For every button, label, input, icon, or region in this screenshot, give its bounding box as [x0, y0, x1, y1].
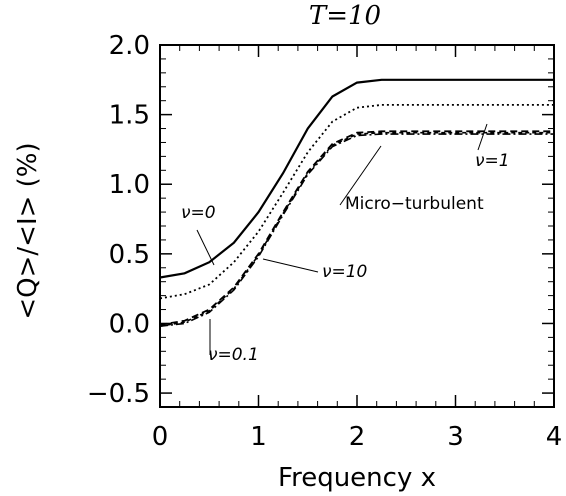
- y-tick-label: 0.5: [109, 240, 150, 270]
- nu1-leader: [477, 123, 488, 151]
- y-tick-label: 1.0: [109, 170, 150, 200]
- x-tick-label: 3: [447, 422, 464, 452]
- series-lines: [159, 78, 554, 327]
- x-axis-title: Frequency x: [278, 463, 436, 493]
- annotation-nu10: ν=10: [322, 262, 367, 282]
- y-tick-label: −0.5: [87, 379, 150, 409]
- series-line-micro-turbulent: [159, 131, 554, 327]
- series-line--0-1: [159, 133, 554, 327]
- x-tick-label: 4: [546, 422, 563, 452]
- nu0-leader: [196, 229, 215, 266]
- x-tick-label: 0: [152, 422, 169, 452]
- annotation-nu01: ν=0.1: [208, 345, 259, 365]
- annotation-micro-turbulent: Micro−turbulent: [345, 194, 484, 214]
- annotation-nu1: ν=1: [475, 151, 510, 171]
- y-tick-label: 1.5: [109, 101, 150, 131]
- series-line--10: [159, 130, 554, 326]
- y-axis-title: <Q>/<I> (%): [13, 142, 43, 319]
- chart-title: T=10: [309, 1, 381, 31]
- x-tick-label: 1: [250, 422, 267, 452]
- y-tick-label: 0.0: [109, 309, 150, 339]
- micro-leader: [339, 145, 382, 206]
- nu10-leader: [262, 258, 319, 273]
- series-line--1: [159, 104, 554, 300]
- y-tick-label: 2.0: [109, 31, 150, 61]
- y-axis-ticks: −0.5 0.0 0.5 1.0 1.5 2.0: [87, 31, 554, 409]
- x-tick-label: 2: [349, 422, 366, 452]
- series-line--0: [159, 78, 554, 279]
- x-axis-ticks: 0 1 2 3 4: [152, 45, 563, 452]
- annotation-nu0: ν=0: [181, 203, 216, 223]
